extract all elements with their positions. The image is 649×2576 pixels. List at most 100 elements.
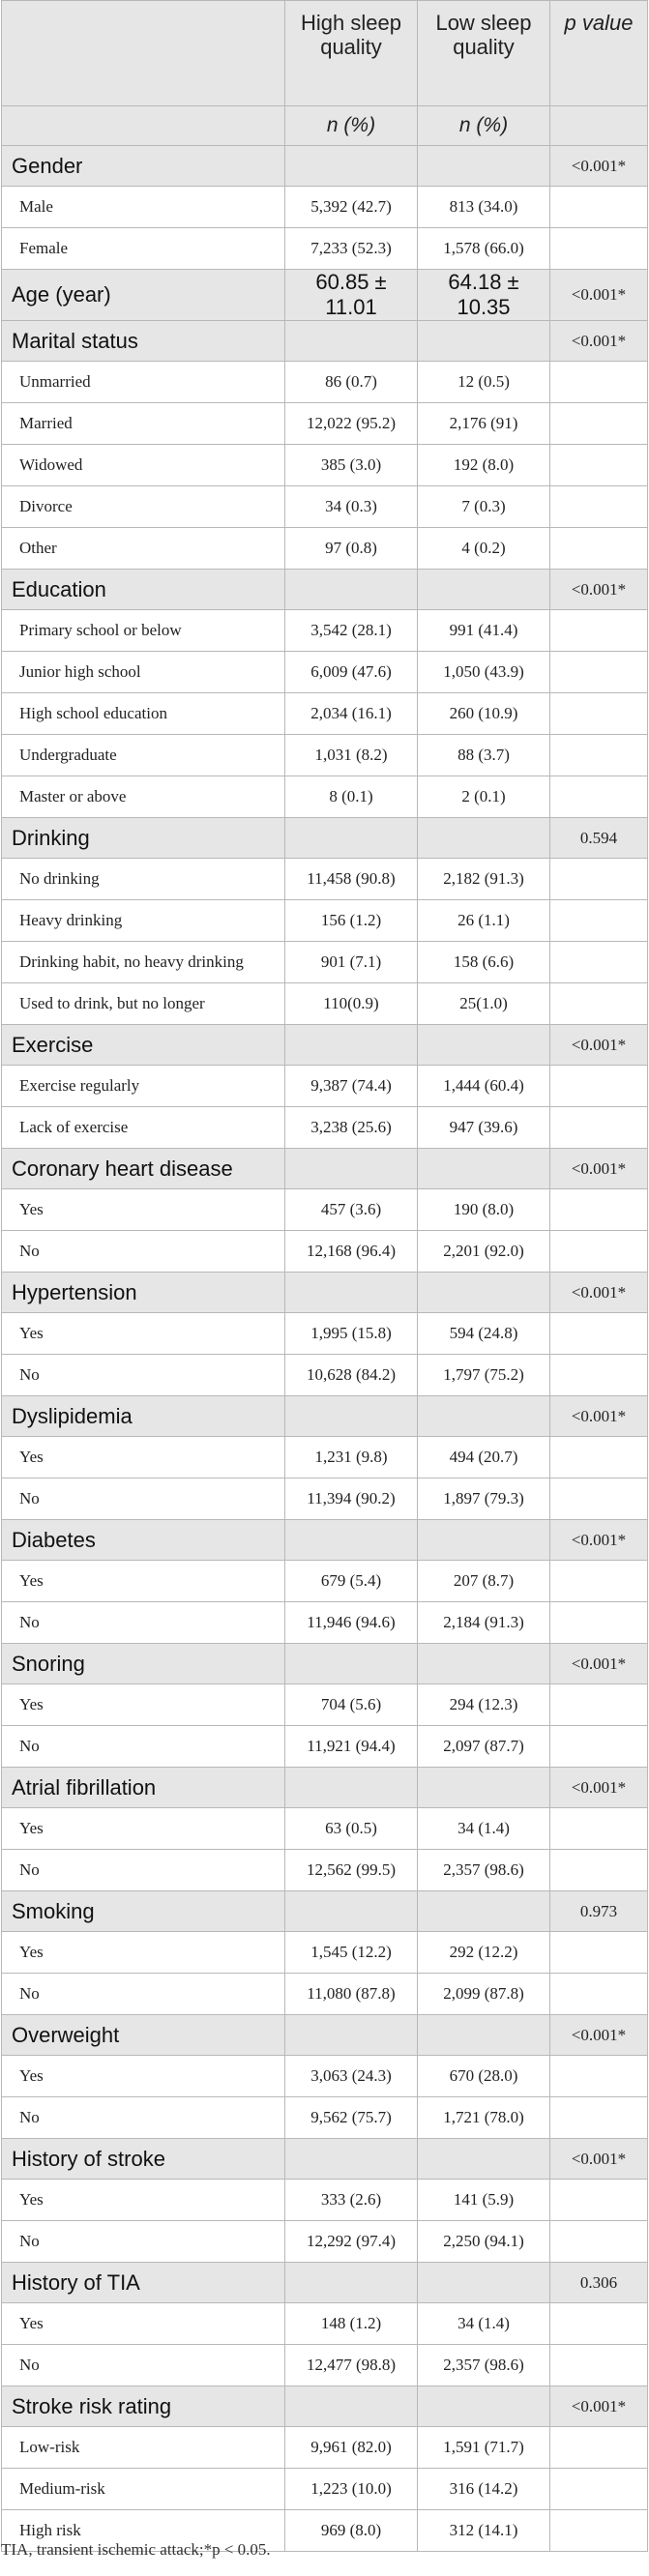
high-sleep-value: 1,231 (9.8) (284, 1436, 418, 1478)
low-sleep-value: 192 (8.0) (417, 444, 550, 486)
section-label: Dyslipidemia (1, 1395, 285, 1437)
p-value (549, 899, 648, 942)
header-low-sleep-quality: Low sleep quality (417, 0, 550, 106)
low-sleep-value (417, 1767, 550, 1808)
row-label: Yes (1, 1560, 285, 1602)
section-label: Gender (1, 145, 285, 187)
p-value (549, 776, 648, 818)
high-sleep-value (284, 1519, 418, 1561)
low-sleep-value (417, 2138, 550, 2180)
high-sleep-value: 333 (2.6) (284, 2179, 418, 2221)
table-row: No 12,292 (97.4) 2,250 (94.1) (1, 2220, 648, 2263)
table-row: Primary school or below 3,542 (28.1) 991 (… (1, 609, 648, 652)
high-sleep-value: 1,545 (12.2) (284, 1931, 418, 1974)
table-row: Yes 679 (5.4) 207 (8.7) (1, 1560, 648, 1602)
high-sleep-value: 12,292 (97.4) (284, 2220, 418, 2263)
section-label: Hypertension (1, 1272, 285, 1313)
low-sleep-value: 2,176 (91) (417, 402, 550, 445)
section-row: Education <0.001* (1, 569, 648, 610)
high-sleep-value (284, 1890, 418, 1932)
high-sleep-value: 457 (3.6) (284, 1188, 418, 1231)
p-value (549, 1106, 648, 1149)
row-label: Drinking habit, no heavy drinking (1, 941, 285, 983)
low-sleep-value: 1,897 (79.3) (417, 1478, 550, 1520)
high-sleep-value: 11,394 (90.2) (284, 1478, 418, 1520)
table-row: No 11,394 (90.2) 1,897 (79.3) (1, 1478, 648, 1520)
p-value: <0.001* (549, 320, 648, 362)
low-sleep-value (417, 1519, 550, 1561)
p-value (549, 444, 648, 486)
p-value (549, 2179, 648, 2221)
low-sleep-value: 4 (0.2) (417, 527, 550, 570)
header-empty-cell (1, 0, 285, 106)
p-value: <0.001* (549, 1148, 648, 1189)
p-value: <0.001* (549, 2386, 648, 2427)
low-sleep-value: 494 (20.7) (417, 1436, 550, 1478)
low-sleep-value (417, 320, 550, 362)
p-value (549, 2468, 648, 2510)
high-sleep-value: 12,168 (96.4) (284, 1230, 418, 1273)
p-value: 0.594 (549, 817, 648, 859)
row-label: Exercise regularly (1, 1065, 285, 1107)
high-sleep-value: 5,392 (42.7) (284, 186, 418, 228)
high-sleep-value (284, 569, 418, 610)
p-value (549, 1478, 648, 1520)
low-sleep-value: 991 (41.4) (417, 609, 550, 652)
p-value (549, 2344, 648, 2386)
header-high-sleep-quality: High sleep quality (284, 0, 418, 106)
low-sleep-value: 26 (1.1) (417, 899, 550, 942)
row-label: Used to drink, but no longer (1, 982, 285, 1025)
low-sleep-value: 292 (12.2) (417, 1931, 550, 1974)
section-row: Overweight <0.001* (1, 2014, 648, 2056)
table-row: No 12,168 (96.4) 2,201 (92.0) (1, 1230, 648, 1273)
low-sleep-value: 947 (39.6) (417, 1106, 550, 1149)
p-value (549, 2302, 648, 2345)
p-value: 0.973 (549, 1890, 648, 1932)
section-label: Stroke risk rating (1, 2386, 285, 2427)
row-label: Yes (1, 2179, 285, 2221)
p-value: <0.001* (549, 569, 648, 610)
row-label: Lack of exercise (1, 1106, 285, 1149)
table-row: Other 97 (0.8) 4 (0.2) (1, 527, 648, 570)
low-sleep-value: 88 (3.7) (417, 734, 550, 776)
row-label: Male (1, 186, 285, 228)
high-sleep-value: 12,477 (98.8) (284, 2344, 418, 2386)
p-value (549, 1849, 648, 1891)
row-label: Yes (1, 2055, 285, 2097)
high-sleep-value: 86 (0.7) (284, 361, 418, 403)
low-sleep-value: 316 (14.2) (417, 2468, 550, 2510)
low-sleep-value: 34 (1.4) (417, 2302, 550, 2345)
section-label: Diabetes (1, 1519, 285, 1561)
row-label: No (1, 1725, 285, 1768)
table-row: Yes 148 (1.2) 34 (1.4) (1, 2302, 648, 2345)
table-row: Heavy drinking 156 (1.2) 26 (1.1) (1, 899, 648, 942)
row-label: Other (1, 527, 285, 570)
high-sleep-value: 1,995 (15.8) (284, 1312, 418, 1355)
table-row: Yes 333 (2.6) 141 (5.9) (1, 2179, 648, 2221)
section-row: Drinking 0.594 (1, 817, 648, 859)
high-sleep-value (284, 1395, 418, 1437)
high-sleep-value: 34 (0.3) (284, 485, 418, 528)
p-value (549, 1560, 648, 1602)
table-header: High sleep quality Low sleep quality p v… (1, 0, 648, 146)
low-sleep-value (417, 145, 550, 187)
high-sleep-value (284, 1767, 418, 1808)
low-sleep-value: 2 (0.1) (417, 776, 550, 818)
table-row: High school education 2,034 (16.1) 260 (10… (1, 692, 648, 735)
low-sleep-value: 312 (14.1) (417, 2509, 550, 2552)
high-sleep-value: 3,238 (25.6) (284, 1106, 418, 1149)
low-sleep-value: 1,578 (66.0) (417, 227, 550, 270)
row-label: Unmarried (1, 361, 285, 403)
p-value (549, 651, 648, 693)
section-row: Dyslipidemia <0.001* (1, 1395, 648, 1437)
low-sleep-value (417, 1024, 550, 1066)
table-row: Master or above 8 (0.1) 2 (0.1) (1, 776, 648, 818)
high-sleep-value: 11,946 (94.6) (284, 1601, 418, 1644)
section-row: Stroke risk rating <0.001* (1, 2386, 648, 2427)
low-sleep-value: 2,201 (92.0) (417, 1230, 550, 1273)
p-value: 0.306 (549, 2262, 648, 2303)
p-value: <0.001* (549, 269, 648, 321)
table-row: Male 5,392 (42.7) 813 (34.0) (1, 186, 648, 228)
